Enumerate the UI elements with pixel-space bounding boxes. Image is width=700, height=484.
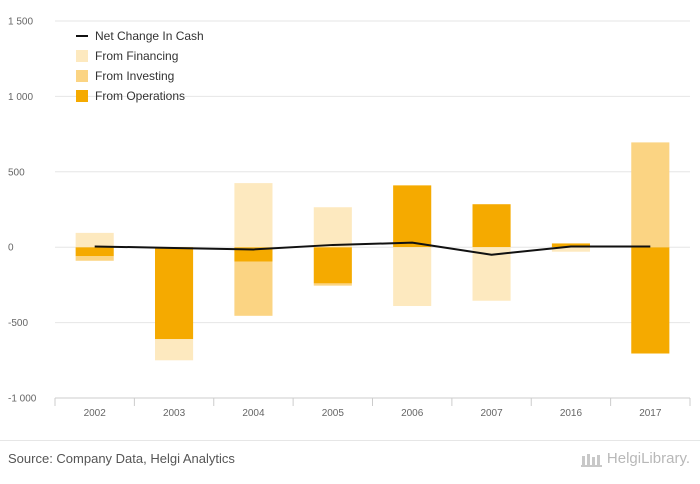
bar-from-operations [393,185,432,248]
brand-logo: HelgiLibrary. [580,450,690,467]
y-axis-ticks: 1 500 1 000 500 0 -500 -1 000 [8,17,37,405]
bars [75,142,670,361]
bar-from-operations [472,204,511,248]
y-tick-label: -1 000 [8,394,37,405]
bar-from-financing [234,183,273,248]
legend-swatch [76,90,88,102]
x-tick-label: 2003 [163,408,186,419]
bar-from-investing [75,256,114,261]
brand-name: HelgiLibrary. [606,450,690,467]
bar-from-investing [234,261,273,316]
net-change-line-layer [94,241,651,256]
legend-label: From Financing [95,49,178,63]
bar-from-operations [234,247,273,262]
bar-from-financing [155,339,194,361]
bar-from-operations [155,247,194,340]
bar-from-operations [75,247,114,257]
legend-label: From Investing [95,69,174,83]
bar-from-financing [393,247,432,307]
y-tick-label: 0 [8,243,14,254]
y-tick-label: 500 [8,167,25,178]
x-tick-label: 2004 [242,408,265,419]
bar-from-financing [75,232,114,248]
x-tick-label: 2017 [639,408,662,419]
bar-from-operations [313,247,352,284]
x-tick-label: 2016 [560,408,583,419]
bar-from-investing [313,283,352,286]
net-change-line [94,241,651,256]
legend-swatch [76,50,88,62]
x-tick-label: 2007 [480,408,503,419]
bar-from-financing [551,247,590,252]
bar-from-investing [631,142,670,248]
x-tick-label: 2005 [322,408,345,419]
bar-from-financing [313,207,352,248]
x-tick-label: 2006 [401,408,424,419]
x-tick-label: 2002 [84,408,107,419]
y-tick-label: 1 000 [8,92,33,103]
x-axis: 2002 2003 2004 2005 2006 2007 2016 2017 [54,397,691,419]
bar-from-operations [631,247,670,354]
legend-label: From Operations [95,89,185,103]
y-tick-label: -500 [8,318,28,329]
bar-from-operations [551,243,590,248]
footer: Source: Company Data, Helgi Analytics He… [0,440,700,484]
source-note: Source: Company Data, Helgi Analytics [8,451,235,466]
library-building-icon [580,453,602,467]
legend-label: Net Change In Cash [95,29,204,43]
legend-swatch [76,70,88,82]
legend: Net Change In Cash From Financing From Inv… [76,29,204,103]
bar-from-financing [472,247,511,301]
y-tick-label: 1 500 [8,17,33,28]
